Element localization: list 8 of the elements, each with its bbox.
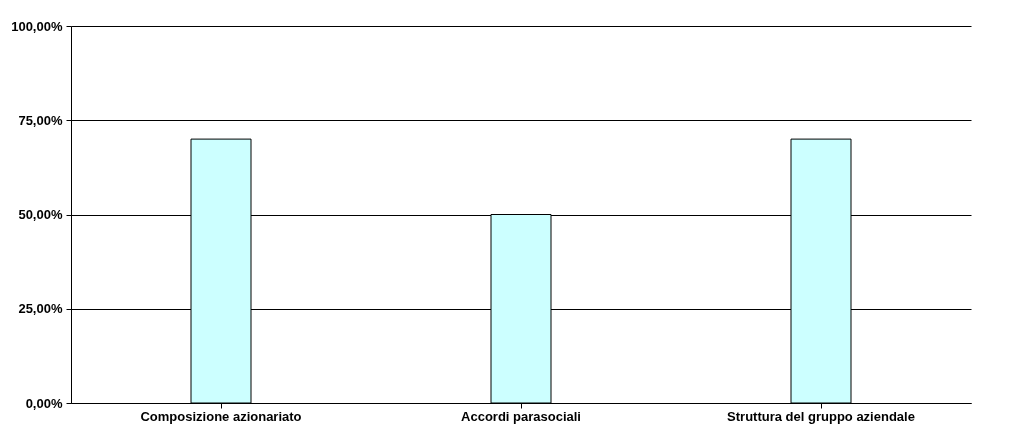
y-tick-label: 25,00% <box>18 301 63 317</box>
x-tick-label: Struttura del gruppo aziendale <box>727 408 915 424</box>
y-tick-label: 50,00% <box>18 207 63 222</box>
y-tick-label: 100,00% <box>11 18 63 34</box>
y-tick-label: 0,00% <box>25 395 63 411</box>
x-tick-label: Accordi parasociali <box>461 408 581 424</box>
y-tick-label: 75,00% <box>18 112 63 128</box>
x-tick-label: Composizione azionariato <box>140 408 302 424</box>
